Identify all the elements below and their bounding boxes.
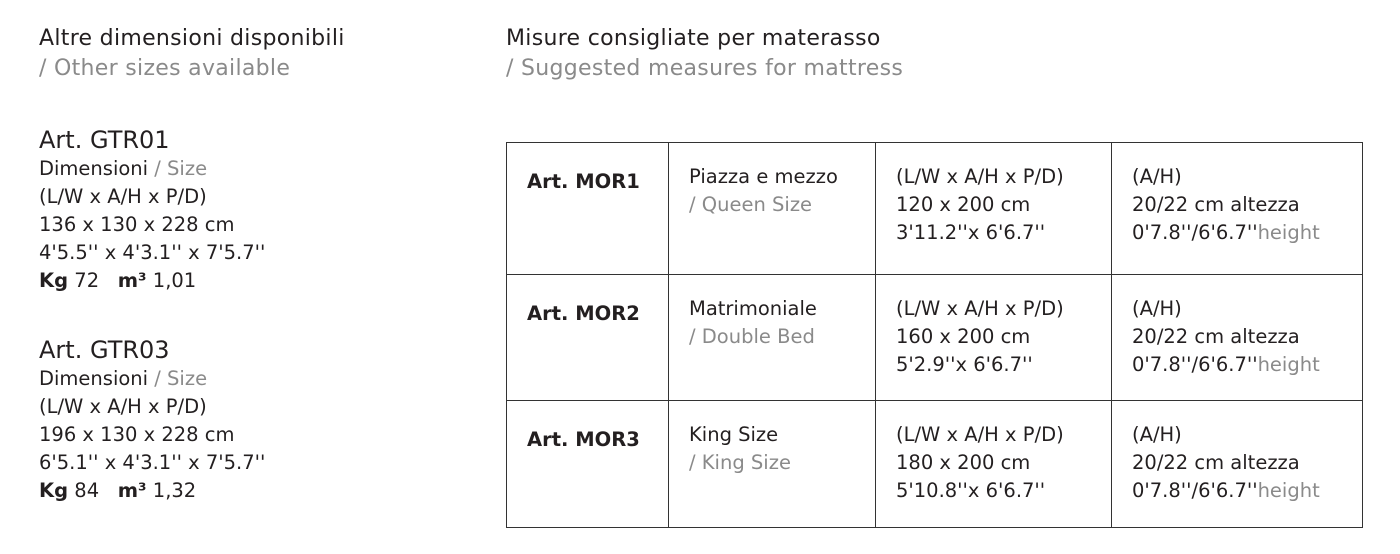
name-en: / Double Bed <box>689 325 815 348</box>
heading-en: / Suggested measures for mattress <box>506 56 904 81</box>
dimensions-ft: 4'5.5'' x 4'3.1'' x 7'5.7'' <box>39 241 266 264</box>
height-en: height <box>1257 353 1320 376</box>
other-sizes-heading: Altre dimensioni disponibili / Other siz… <box>39 24 345 84</box>
size-label-it: Dimensioni <box>39 157 149 180</box>
axes: (L/W x A/H x P/D) <box>896 423 1064 446</box>
kg-label: Kg <box>39 269 69 292</box>
height-en: height <box>1257 479 1320 502</box>
height-cm: 20/22 cm altezza <box>1132 325 1300 348</box>
name-it: King Size <box>689 423 779 446</box>
weight: 72 <box>74 269 100 292</box>
height-en: height <box>1257 221 1320 244</box>
dimensions-cm: 196 x 130 x 228 cm <box>39 423 235 446</box>
product-gtr03: Art. GTR03 Dimensioni / Size (L/W x A/H … <box>39 335 265 505</box>
article-code: Art. GTR01 <box>39 126 170 154</box>
volume: 1,32 <box>152 479 197 502</box>
table-row: Art. MOR1 Piazza e mezzo / Queen Size (L/… <box>506 142 1363 275</box>
height-ft: 0'7.8''/6'6.7'' <box>1132 479 1258 502</box>
axes: (L/W x A/H x P/D) <box>896 297 1064 320</box>
height-axes: (A/H) <box>1132 423 1182 446</box>
dimensions-cm: 136 x 130 x 228 cm <box>39 213 235 236</box>
height-cm: 20/22 cm altezza <box>1132 451 1300 474</box>
heading-en: / Other sizes available <box>39 56 291 81</box>
dimensions-cm: 160 x 200 cm <box>896 325 1031 348</box>
mattress-heading: Misure consigliate per materasso / Sugge… <box>506 24 903 84</box>
weight: 84 <box>74 479 100 502</box>
heading-it: Misure consigliate per materasso <box>506 26 881 51</box>
dimensions-cm: 180 x 200 cm <box>896 451 1031 474</box>
height-axes: (A/H) <box>1132 297 1182 320</box>
height-ft: 0'7.8''/6'6.7'' <box>1132 353 1258 376</box>
dimensions-ft: 5'10.8''x 6'6.7'' <box>896 479 1046 502</box>
volume: 1,01 <box>152 269 197 292</box>
size-label-it: Dimensioni <box>39 367 149 390</box>
dimensions-ft: 3'11.2''x 6'6.7'' <box>896 221 1046 244</box>
table-row: Art. MOR3 King Size / King Size (L/W x A/… <box>506 400 1363 528</box>
product-gtr01: Art. GTR01 Dimensioni / Size (L/W x A/H … <box>39 125 265 295</box>
m3-label: m³ <box>117 479 147 502</box>
axes: (L/W x A/H x P/D) <box>896 165 1064 188</box>
axes: (L/W x A/H x P/D) <box>39 185 207 208</box>
size-label-en: / Size <box>154 367 208 390</box>
dimensions-ft: 5'2.9''x 6'6.7'' <box>896 353 1033 376</box>
axes: (L/W x A/H x P/D) <box>39 395 207 418</box>
height-axes: (A/H) <box>1132 165 1182 188</box>
name-en: / King Size <box>689 451 791 474</box>
article-code: Art. MOR1 <box>527 170 640 193</box>
article-code: Art. MOR3 <box>527 428 640 451</box>
heading-it: Altre dimensioni disponibili <box>39 26 345 51</box>
name-it: Piazza e mezzo <box>689 165 838 188</box>
dimensions-ft: 6'5.1'' x 4'3.1'' x 7'5.7'' <box>39 451 266 474</box>
dimensions-cm: 120 x 200 cm <box>896 193 1031 216</box>
height-cm: 20/22 cm altezza <box>1132 193 1300 216</box>
name-it: Matrimoniale <box>689 297 817 320</box>
article-code: Art. GTR03 <box>39 336 170 364</box>
table-row: Art. MOR2 Matrimoniale / Double Bed (L/W … <box>506 274 1363 401</box>
name-en: / Queen Size <box>689 193 813 216</box>
mattress-table: Art. MOR1 Piazza e mezzo / Queen Size (L/… <box>506 142 1363 528</box>
m3-label: m³ <box>117 269 147 292</box>
article-code: Art. MOR2 <box>527 302 640 325</box>
height-ft: 0'7.8''/6'6.7'' <box>1132 221 1258 244</box>
kg-label: Kg <box>39 479 69 502</box>
size-label-en: / Size <box>154 157 208 180</box>
